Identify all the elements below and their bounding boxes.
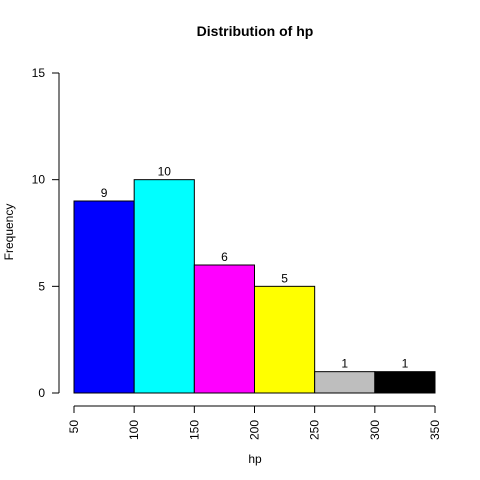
bar-50-100 [73,200,135,394]
data-label-100-150: 10 [158,165,172,179]
y-axis-label: Frequency [2,204,16,261]
bars-group: 9 10 6 5 1 1 [73,165,436,394]
y-tick-label-15: 15 [32,66,46,80]
data-label-50-100: 9 [101,186,108,200]
bar-100-150 [133,179,195,394]
bar-150-200 [193,264,255,394]
bar-250-300 [314,371,376,394]
x-axis: 50 100 150 200 250 300 350 [67,405,442,440]
y-tick-label-5: 5 [38,279,45,293]
data-label-200-250: 5 [281,271,288,285]
bar-300-350 [374,371,436,394]
x-tick-label-250: 250 [308,420,322,440]
x-tick-label-200: 200 [248,420,262,440]
x-tick-label-50: 50 [67,420,81,434]
x-tick-label-350: 350 [428,420,442,440]
y-tick-label-0: 0 [38,386,45,400]
data-label-150-200: 6 [221,250,228,264]
x-tick-label-150: 150 [187,420,201,440]
y-tick-label-10: 10 [32,173,46,187]
x-tick-label-300: 300 [368,420,382,440]
chart-title: Distribution of hp [197,23,314,39]
x-axis-label: hp [248,452,262,466]
data-label-300-350: 1 [402,357,409,371]
y-axis: 0 5 10 15 [32,66,60,400]
x-tick-label-100: 100 [127,420,141,440]
bar-200-250 [254,285,316,394]
data-label-250-300: 1 [341,357,348,371]
